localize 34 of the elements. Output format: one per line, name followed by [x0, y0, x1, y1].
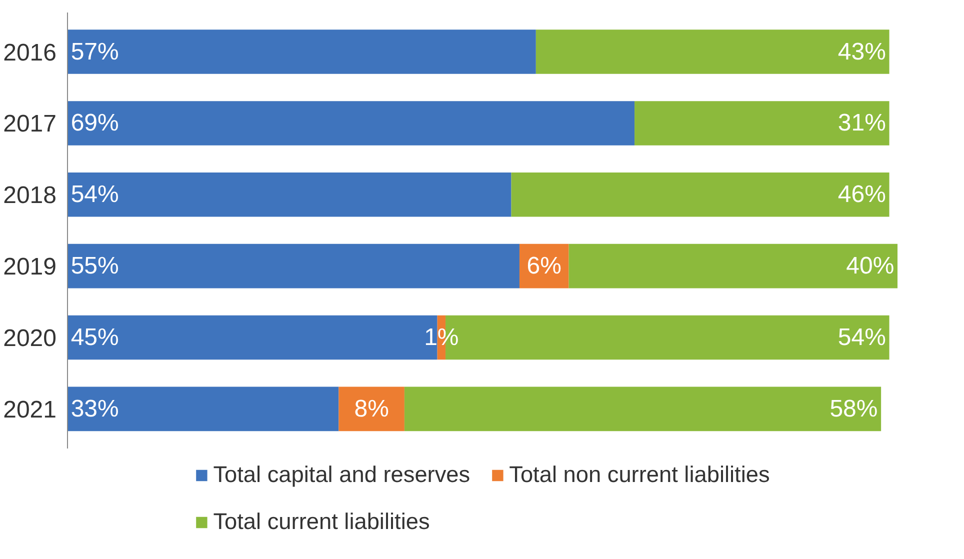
legend-label: Total current liabilities [213, 508, 430, 535]
y-tick-label: 2019 [3, 254, 56, 281]
bar [68, 244, 520, 288]
y-tick-label: 2020 [3, 325, 56, 352]
bar [511, 172, 890, 217]
bar [68, 386, 339, 432]
bar [68, 101, 635, 146]
bar [634, 101, 890, 146]
bar [68, 30, 536, 74]
bar [568, 244, 898, 288]
y-tick-label: 2018 [3, 182, 56, 210]
data-label: 57% [70, 38, 119, 66]
data-label: 54% [838, 324, 886, 351]
bar [536, 30, 890, 74]
data-label: 55% [70, 252, 119, 280]
data-label: 58% [830, 395, 878, 422]
data-label: 43% [838, 38, 886, 66]
data-label: 69% [70, 110, 119, 137]
bar [404, 386, 882, 432]
data-label: 33% [70, 395, 119, 422]
data-label: 54% [70, 181, 119, 208]
y-tick-label: 2016 [3, 39, 56, 66]
data-label: 31% [838, 110, 886, 137]
legend-label: Total non current liabilities [509, 461, 770, 488]
legend-label: Total capital and reserves [213, 461, 470, 488]
data-label: 46% [838, 181, 886, 208]
bar [68, 172, 512, 217]
data-label: 6% [526, 252, 562, 280]
data-label: 40% [846, 252, 894, 280]
y-tick-label: 2017 [3, 110, 56, 138]
bar [338, 386, 404, 432]
data-label: 8% [354, 395, 389, 422]
y-tick-label: 2021 [3, 396, 56, 424]
data-label: 45% [70, 324, 119, 351]
